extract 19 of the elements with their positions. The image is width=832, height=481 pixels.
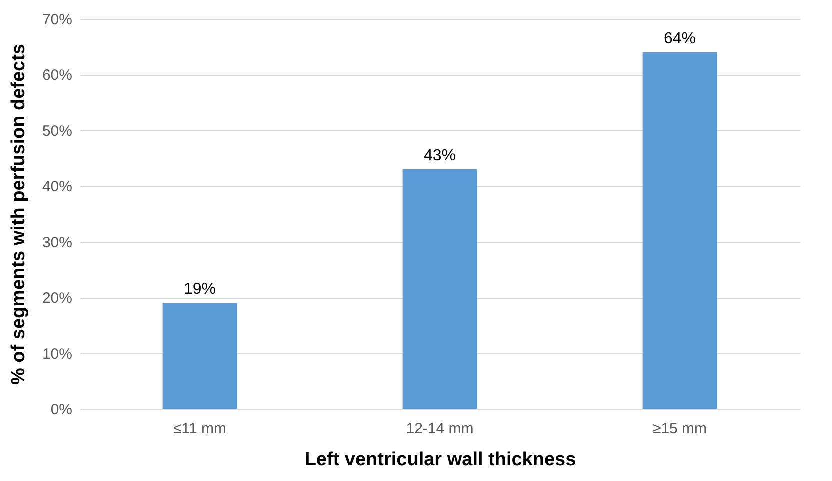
data-label: 43% <box>424 147 456 164</box>
bar <box>402 169 478 409</box>
x-tick-label: ≥15 mm <box>652 420 708 438</box>
y-tick-label: 10% <box>42 346 72 363</box>
data-label: 19% <box>184 281 216 298</box>
y-tick-label: 30% <box>42 234 72 252</box>
x-tick-label: 12-14 mm <box>406 420 474 438</box>
y-axis-title: % of segments with perfusion defects <box>8 44 30 385</box>
y-tick-label: 70% <box>42 12 72 28</box>
y-tick-label: 20% <box>42 290 72 308</box>
y-tick-label: 60% <box>42 67 72 84</box>
data-label: 64% <box>664 30 696 48</box>
y-tick-label: 50% <box>42 122 72 140</box>
y-tick-label: 0% <box>50 402 72 418</box>
y-tick-label: 40% <box>42 178 72 196</box>
x-axis-title: Left ventricular wall thickness <box>304 450 576 470</box>
bar <box>642 52 718 409</box>
x-tick-label: ≤11 mm <box>174 420 226 438</box>
bar <box>162 303 238 409</box>
